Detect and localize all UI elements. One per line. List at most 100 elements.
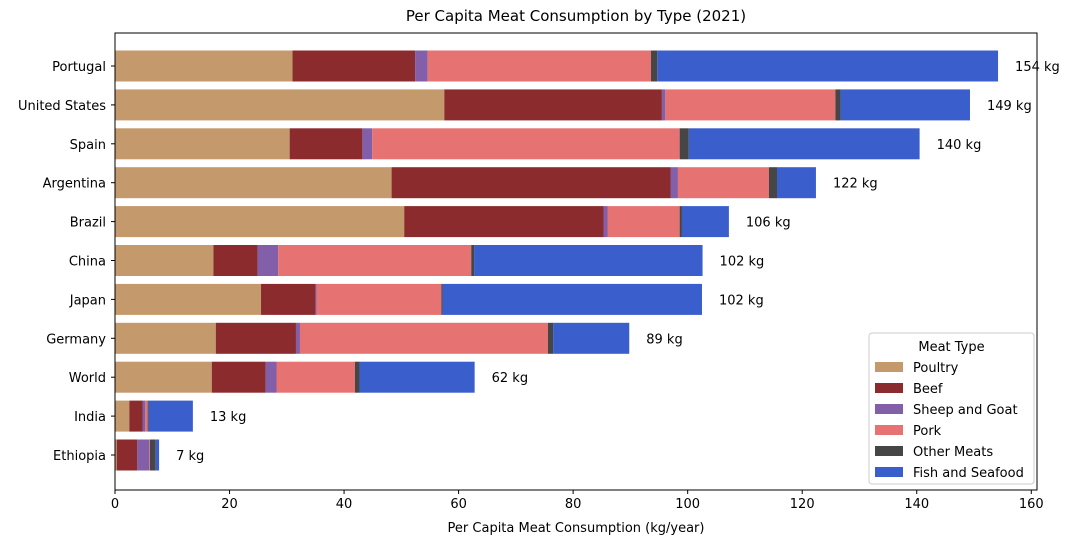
x-tick-label: 160 [1019,497,1044,512]
bar-segment-beef [391,167,671,199]
bar-segment-fish-and-seafood [777,167,816,199]
bar-segment-sheep-and-goat [265,361,277,393]
bar-segment-poultry [115,245,214,276]
legend-label: Fish and Seafood [913,466,1024,481]
bar-segment-sheep-and-goat [315,283,317,315]
legend-swatch [875,362,903,372]
bar-segment-beef [215,322,296,354]
bar-segment-pork [607,206,680,238]
legend-label: Poultry [913,361,959,376]
bar-segment-poultry [115,206,405,238]
y-tick-label: Portugal [52,60,106,75]
legend-label: Sheep and Goat [913,403,1018,418]
bar-segment-sheep-and-goat [661,89,666,121]
legend-box [868,332,1035,485]
legend-swatch [875,383,903,393]
legend-label: Other Meats [913,445,993,460]
bar-segment-beef [211,361,266,393]
total-label: 106 kg [746,216,791,231]
bar-segment-other-meats [441,283,443,315]
bar-segment-beef [289,128,363,160]
bar-segment-poultry [115,283,262,315]
y-tick-label: United States [18,99,106,114]
bar-segment-fish-and-seafood [148,400,193,432]
y-tick-label: China [69,255,106,270]
bar-segment-pork [276,361,355,393]
x-tick-label: 60 [450,497,467,512]
total-label: 89 kg [646,332,682,347]
bar-segment-other-meats [679,206,682,238]
bar-segment-beef [116,439,138,471]
bar-segment-poultry [115,167,392,199]
bar-group [115,50,999,471]
bar-segment-other-meats [147,400,149,432]
bar-segment-sheep-and-goat [415,50,428,82]
bar-segment-poultry [115,361,212,393]
legend: Meat Type Poultry Beef Sheep and Goat Pork Ot… [868,332,1035,485]
bar-segment-poultry [115,400,130,432]
bar-segment-other-meats [149,439,156,471]
x-tick-label: 0 [111,497,119,512]
bar-segment-fish-and-seafood [840,89,970,121]
y-tick-label: Germany [46,332,106,347]
bar-segment-beef [444,89,662,121]
bar-segment-poultry [115,50,293,82]
x-axis-label: Per Capita Meat Consumption (kg/year) [448,521,705,536]
legend-swatch [875,446,903,456]
y-tick-label: India [74,410,106,425]
bar-segment-fish-and-seafood [657,50,999,82]
bar-segment-pork [149,439,150,471]
bar-segment-pork [316,283,442,315]
y-tick-label: Spain [70,138,106,153]
bar-segment-sheep-and-goat [257,245,279,276]
bar-segment-sheep-and-goat [295,322,300,354]
bar-segment-other-meats [354,361,360,393]
total-label: 149 kg [987,99,1032,114]
bar-segment-pork [677,167,769,199]
y-tick-label: Argentina [43,177,106,192]
x-tick-label: 40 [336,497,353,512]
bar-segment-pork [145,400,148,432]
x-tick-label: 20 [221,497,238,512]
legend-swatch [875,425,903,435]
bar-segment-sheep-and-goat [137,439,150,471]
legend-label: Pork [913,424,942,439]
bar-segment-sheep-and-goat [670,167,678,199]
x-axis: 0 20 40 60 80 100 120 140 160 [111,490,1044,512]
bar-segment-poultry [115,439,117,471]
y-axis: Portugal United States Spain Argentina Brazi… [18,60,115,464]
bar-segment-fish-and-seafood [442,283,702,315]
bar-segment-pork [427,50,652,82]
bar-segment-other-meats [835,89,841,121]
legend-swatch [875,467,903,477]
x-tick-label: 140 [904,497,929,512]
bar-segment-poultry [115,89,445,121]
bar-segment-fish-and-seafood [553,322,630,354]
total-label: 122 kg [833,177,878,192]
bar-segment-beef [129,400,143,432]
bar-segment-pork [372,128,680,160]
bar-segment-beef [213,245,258,276]
x-tick-label: 100 [675,497,700,512]
legend-title: Meat Type [918,340,984,355]
x-tick-label: 120 [790,497,815,512]
y-tick-label: Japan [69,293,106,308]
bar-segment-poultry [115,128,290,160]
bar-segment-other-meats [547,322,554,354]
bar-segment-beef [261,283,316,315]
bar-segment-pork [278,245,472,276]
total-label: 140 kg [937,138,982,153]
bar-segment-sheep-and-goat [362,128,373,160]
legend-swatch [875,404,903,414]
bar-segment-other-meats [768,167,778,199]
total-label: 7 kg [176,449,204,464]
y-tick-label: World [69,371,106,386]
bar-segment-fish-and-seafood [681,206,729,238]
bar-segment-fish-and-seafood [155,439,160,471]
chart-title: Per Capita Meat Consumption by Type (202… [406,7,746,25]
bar-segment-beef [404,206,604,238]
bar-segment-fish-and-seafood [474,245,703,276]
total-label: 102 kg [720,255,765,270]
